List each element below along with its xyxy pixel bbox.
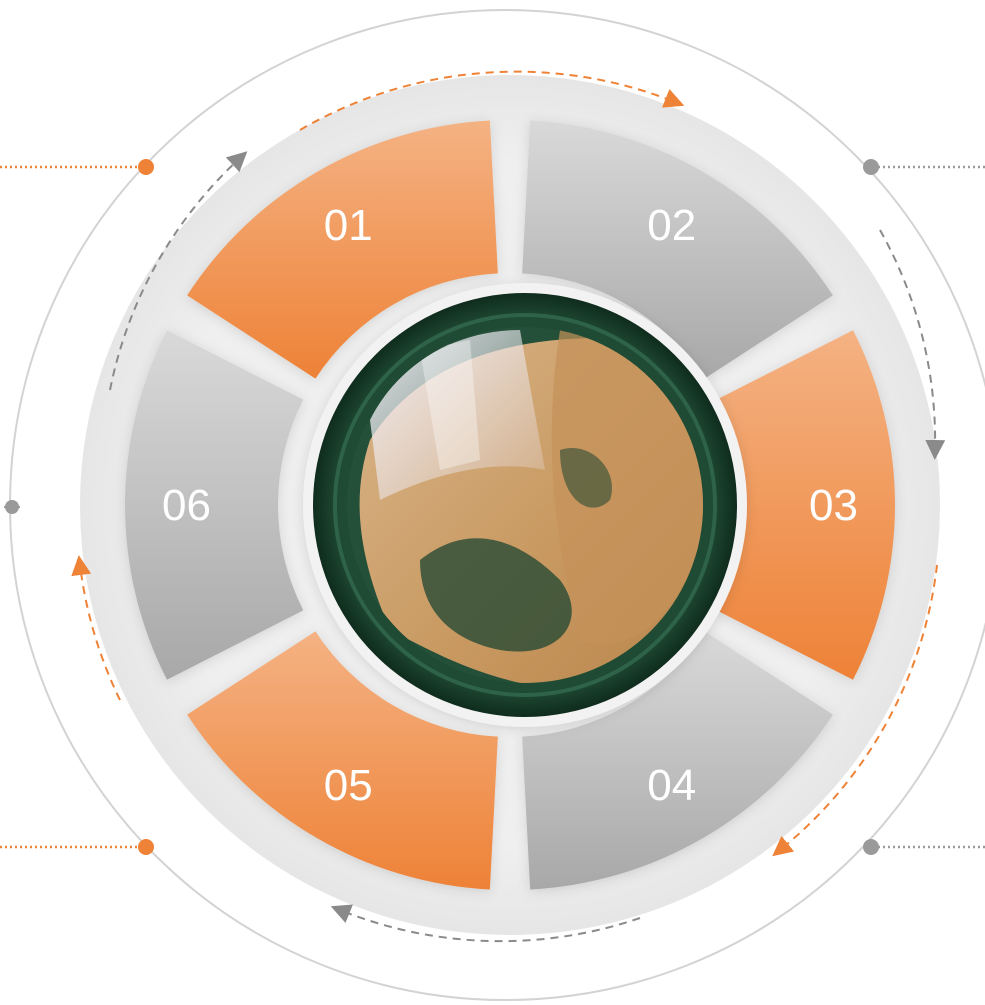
connector-dot — [5, 500, 19, 514]
window-reflection — [420, 340, 480, 470]
segment-label-03: 03 — [809, 481, 858, 530]
grain-gap — [560, 448, 612, 508]
segment-06 — [125, 330, 304, 680]
segment-01 — [187, 120, 498, 379]
connector-top-left — [0, 159, 154, 175]
center-photo — [313, 293, 737, 717]
segment-ring — [125, 120, 896, 890]
segment-label-04: 04 — [647, 761, 696, 810]
segment-03 — [716, 330, 896, 680]
segment-label-06: 06 — [162, 481, 211, 530]
grain-layer — [551, 330, 703, 644]
connector-top-right — [863, 159, 985, 175]
connector-bottom-left — [0, 839, 154, 855]
segment-label-05: 05 — [324, 761, 373, 810]
segment-labels: 01 02 03 04 05 06 — [162, 201, 858, 810]
segment-label-02: 02 — [647, 201, 696, 250]
cycle-arrow — [109, 151, 248, 391]
dish-inner-rim — [333, 313, 717, 697]
segment-05 — [187, 631, 498, 890]
connector-dot — [863, 159, 879, 175]
grain-gap — [420, 538, 572, 652]
segment-02 — [522, 120, 833, 379]
segment-label-01: 01 — [324, 201, 373, 250]
cycle-arrow — [772, 564, 938, 857]
connector-dot — [863, 839, 879, 855]
connector-dot — [138, 159, 154, 175]
cycle-arrow — [71, 555, 121, 701]
connector-bottom-right — [863, 839, 985, 855]
cycle-arrow — [330, 904, 641, 943]
window-reflection — [370, 330, 545, 500]
connector-dot — [138, 839, 154, 855]
cycle-arrow — [879, 229, 946, 460]
segment-04 — [522, 631, 833, 890]
connector-left — [4, 500, 20, 514]
